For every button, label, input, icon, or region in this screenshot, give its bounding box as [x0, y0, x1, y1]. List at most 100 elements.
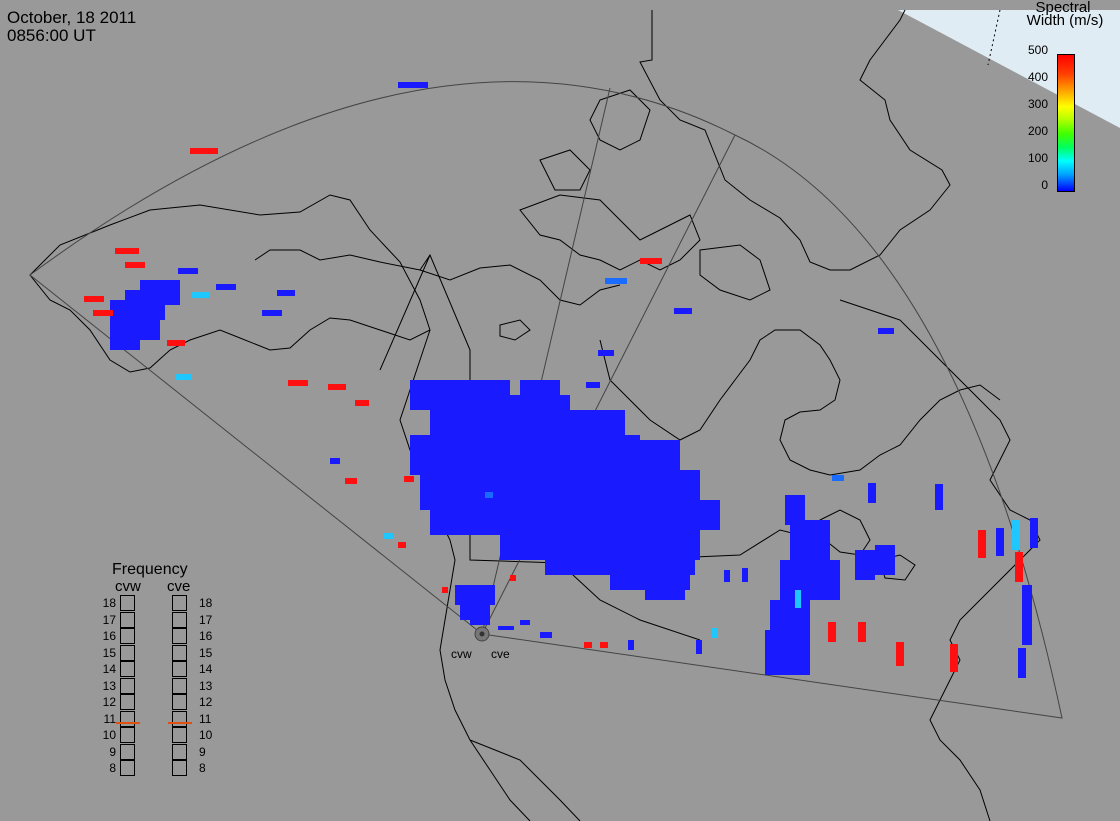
radar-echo-cell — [674, 308, 692, 314]
radar-echo-cell — [420, 470, 680, 510]
frequency-scale-label: 18 — [199, 596, 213, 610]
radar-echo-cell — [770, 600, 810, 630]
radar-echo-cell — [520, 380, 560, 400]
frequency-cell — [120, 611, 135, 628]
radar-echo-cell — [355, 400, 369, 406]
radar-echo-cell — [600, 642, 608, 648]
frequency-cell — [120, 710, 135, 727]
frequency-scale-label: 17 — [199, 612, 213, 627]
radar-echo-cell — [328, 384, 346, 390]
radar-echo-cell — [330, 458, 340, 464]
radar-echo-cell — [216, 284, 236, 290]
radar-echo-cell — [868, 483, 876, 503]
radar-echo-cell — [125, 262, 145, 268]
radar-echo-cell — [878, 328, 894, 334]
radar-echo-cell — [262, 310, 282, 316]
radar-echo-cell — [485, 492, 493, 498]
radar-echo-cell — [178, 268, 198, 274]
radar-echo-cell — [875, 545, 895, 575]
radar-echo-cell — [935, 484, 943, 510]
frequency-scale-label: 16 — [102, 629, 116, 643]
radar-echo-cell — [828, 622, 836, 642]
plot-time: 0856:00 UT — [7, 26, 96, 45]
radar-echo-cell — [724, 570, 730, 582]
frequency-scale-label: 8 — [199, 761, 206, 775]
radar-echo-cell — [540, 632, 552, 638]
frequency-cell — [120, 628, 135, 644]
radar-echo-cell — [832, 475, 844, 481]
colorbar-tick-200: 200 — [1027, 124, 1048, 138]
radar-echo-cell — [950, 644, 958, 672]
frequency-cell — [172, 677, 187, 694]
radar-echo-cell — [84, 296, 104, 302]
radar-site-dot — [479, 631, 485, 637]
radar-echo-cell — [620, 440, 680, 470]
radar-echo-cell — [742, 568, 748, 582]
site-label-cvw: cvw — [451, 647, 472, 661]
radar-echo-cell — [1030, 518, 1038, 548]
radar-echo-cell — [820, 560, 840, 600]
radar-echo-cell — [560, 410, 620, 440]
frequency-cell — [172, 661, 187, 677]
frequency-cell — [120, 743, 135, 760]
radar-echo-cell — [896, 642, 904, 666]
colorbar-tick-100: 100 — [1027, 151, 1048, 165]
radar-echo-cell — [628, 640, 634, 650]
frequency-scale-label: 13 — [199, 678, 213, 693]
frequency-label-cvw: cvw — [115, 578, 141, 595]
frequency-cell — [120, 595, 135, 611]
radar-echo-cell — [110, 320, 140, 350]
radar-echo-cell — [670, 500, 720, 530]
frequency-scale-label: 12 — [102, 695, 116, 709]
radar-echo-cell — [584, 642, 592, 648]
frequency-scale-label: 17 — [102, 612, 116, 627]
frequency-cell — [172, 694, 187, 710]
radar-echo-cell — [115, 248, 139, 254]
polar-dotted-line — [987, 9, 1001, 66]
frequency-scale-label: 15 — [102, 645, 116, 660]
radar-echo-cell — [442, 587, 448, 593]
frequency-cell — [120, 694, 135, 710]
frequency-scale-label: 11 — [103, 711, 116, 726]
colorbar-tick-0: 0 — [1041, 178, 1048, 192]
radar-echo-cell — [765, 630, 810, 675]
frequency-cell — [120, 760, 135, 776]
political-boundaries — [379, 253, 821, 641]
frequency-cell — [172, 710, 187, 727]
radar-echo-cell — [978, 530, 986, 558]
frequency-cell — [120, 677, 135, 694]
frequency-scale-label: 8 — [109, 761, 116, 775]
radar-echo-cell — [996, 528, 1004, 556]
radar-echo-cell — [498, 626, 514, 630]
frequency-title: Frequency — [112, 561, 188, 578]
frequency-cell — [120, 644, 135, 661]
radar-echo-cell — [93, 310, 113, 316]
colorbar-tick-500: 500 — [1027, 43, 1048, 57]
site-label-cve: cve — [491, 647, 510, 661]
colorbar-tick-300: 300 — [1027, 97, 1048, 111]
radar-echo-cell — [404, 476, 414, 482]
frequency-scale-label: 18 — [102, 596, 116, 610]
radar-echo-cell — [1015, 552, 1023, 582]
spectral-width-colorbar — [1057, 54, 1075, 192]
frequency-marker — [168, 721, 192, 724]
frequency-scale-label: 11 — [199, 711, 212, 726]
frequency-cell — [172, 727, 187, 743]
frequency-scale-label: 10 — [102, 728, 116, 742]
radar-echo-cell — [192, 292, 210, 298]
radar-echo-cell — [785, 495, 805, 525]
radar-echo-cell — [520, 620, 530, 625]
radar-echo-cell — [277, 290, 295, 296]
frequency-cell — [172, 611, 187, 628]
radar-echo-cell — [1012, 520, 1020, 550]
radar-echo-cell — [175, 374, 191, 380]
radar-echo-cell — [167, 340, 185, 346]
frequency-cell — [172, 743, 187, 760]
frequency-scale-label: 9 — [199, 744, 206, 759]
radar-echo-cell — [398, 542, 406, 548]
frequency-cell — [172, 595, 187, 611]
radar-echo-cell — [810, 520, 830, 560]
radar-echo-cell — [586, 382, 600, 388]
frequency-cell — [120, 727, 135, 743]
